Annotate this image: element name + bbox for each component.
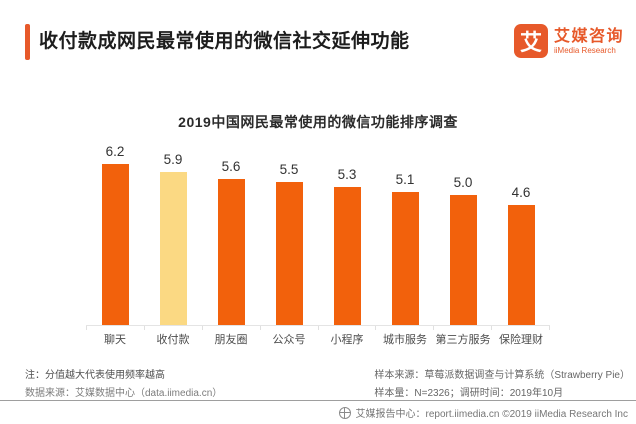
axis-tick xyxy=(433,326,435,330)
logo-text: 艾媒咨询 iiMedia Research xyxy=(554,27,624,56)
header: 收付款成网民最常使用的微信社交延伸功能 艾 艾媒咨询 iiMedia Resea… xyxy=(0,0,636,62)
bar xyxy=(507,205,535,325)
x-axis-label: 城市服务 xyxy=(383,334,427,346)
page-title: 收付款成网民最常使用的微信社交延伸功能 xyxy=(39,31,410,52)
bar-value-label: 5.9 xyxy=(163,152,183,167)
data-source-line: 数据来源：艾媒数据中心（data.iimedia.cn） xyxy=(25,388,223,399)
x-axis-ticks xyxy=(86,326,550,330)
bar xyxy=(333,187,361,325)
bar-column: 5.5 xyxy=(260,162,318,325)
logo-name-cn: 艾媒咨询 xyxy=(553,27,624,45)
bar-value-label: 6.2 xyxy=(105,144,125,159)
x-axis-label: 保险理财 xyxy=(499,334,543,346)
iimedia-logo: 艾 艾媒咨询 iiMedia Research xyxy=(513,24,624,58)
x-axis-label: 公众号 xyxy=(272,334,306,346)
bar-column: 5.9 xyxy=(144,152,202,325)
sample-source-line: 样本来源：草莓派数据调查与计算系统（Strawberry Pie） xyxy=(374,370,630,381)
bar-column: 6.2 xyxy=(86,144,144,325)
globe-icon xyxy=(338,406,351,419)
bar-value-label: 5.6 xyxy=(221,159,241,174)
bar-column: 4.6 xyxy=(492,185,550,325)
x-axis-label: 小程序 xyxy=(330,334,364,346)
x-axis-label: 朋友圈 xyxy=(214,334,248,346)
axis-tick xyxy=(317,326,319,330)
x-axis-label: 收付款 xyxy=(156,334,190,346)
bar xyxy=(159,172,187,325)
logo-glyph: 艾 xyxy=(519,30,542,55)
bar xyxy=(449,195,477,325)
note-line: 注：分值越大代表使用频率越高 xyxy=(25,370,165,381)
bars-area: 6.2 5.9 5.6 5.5 5.3 5.1 5.0 4.6 xyxy=(86,144,550,326)
axis-tick xyxy=(491,326,493,330)
bar-column: 5.0 xyxy=(434,175,492,325)
x-axis-label: 聊天 xyxy=(104,334,126,346)
iimedia-logo-icon: 艾 xyxy=(513,24,548,58)
bar xyxy=(217,179,245,325)
axis-tick xyxy=(201,326,203,330)
bar-column: 5.1 xyxy=(376,172,434,325)
bar-value-label: 5.0 xyxy=(453,175,473,190)
x-axis-label: 第三方服务 xyxy=(435,334,491,346)
bar xyxy=(275,182,303,325)
axis-tick xyxy=(259,326,261,330)
bar-chart: 6.2 5.9 5.6 5.5 5.3 5.1 5.0 4.6 聊天 收付款 朋友圈 公众号 小程序 城… xyxy=(86,144,550,347)
bar-column: 5.6 xyxy=(202,159,260,325)
logo-name-en: iiMedia Research xyxy=(553,45,616,55)
bar-value-label: 5.5 xyxy=(279,162,299,177)
report-center-text: 艾媒报告中心：report.iimedia.cn ©2019 iiMedia R… xyxy=(355,409,628,420)
title-accent-bar xyxy=(25,24,30,60)
bar xyxy=(391,192,419,325)
footnotes-right: 样本来源：草莓派数据调查与计算系统（Strawberry Pie） 样本量：N=… xyxy=(374,367,630,403)
footnotes-left: 注：分值越大代表使用频率越高 数据来源：艾媒数据中心（data.iimedia.… xyxy=(25,367,222,403)
axis-tick xyxy=(549,326,550,330)
bar-value-label: 5.3 xyxy=(337,167,357,182)
sample-info-line: 样本量：N=2326；调研时间：2019年10月 xyxy=(374,388,564,399)
footnotes: 注：分值越大代表使用频率越高 数据来源：艾媒数据中心（data.iimedia.… xyxy=(0,367,636,403)
bar xyxy=(101,164,129,325)
chart-title: 2019中国网民最常使用的微信功能排序调查 xyxy=(178,114,458,130)
axis-tick xyxy=(86,326,87,330)
bottom-bar: 艾媒报告中心：report.iimedia.cn ©2019 iiMedia R… xyxy=(0,400,636,424)
bar-value-label: 4.6 xyxy=(511,185,531,200)
bar-column: 5.3 xyxy=(318,167,376,325)
axis-tick xyxy=(143,326,145,330)
x-axis-labels: 聊天 收付款 朋友圈 公众号 小程序 城市服务 第三方服务 保险理财 xyxy=(86,331,550,347)
bar-value-label: 5.1 xyxy=(395,172,415,187)
axis-tick xyxy=(375,326,377,330)
